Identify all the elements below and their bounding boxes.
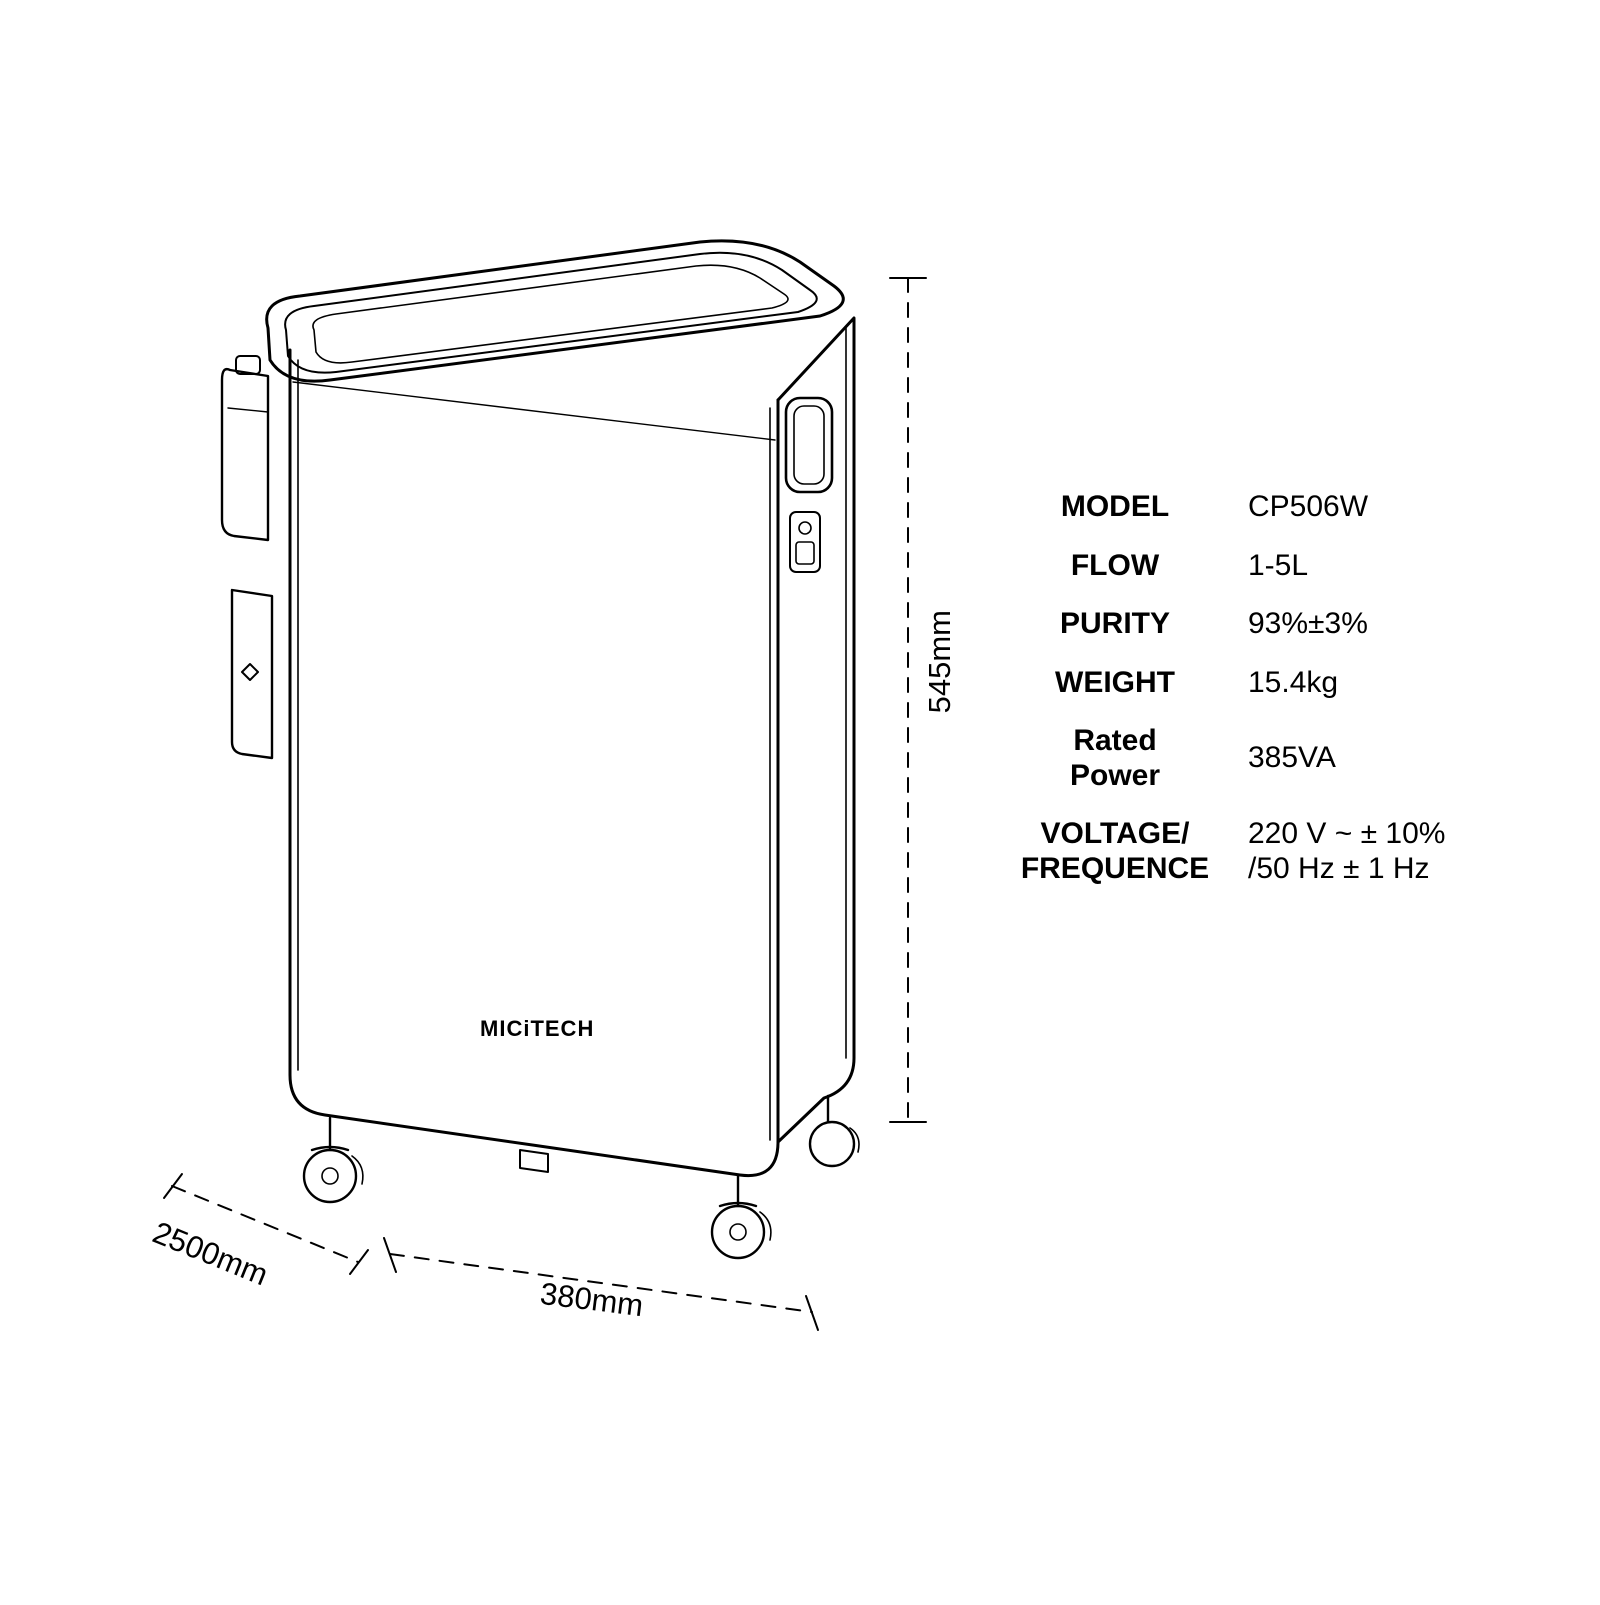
spec-row: Rated Power385VA: [1000, 724, 1560, 793]
spec-value: CP506W: [1230, 490, 1560, 525]
spec-label: FLOW: [1000, 549, 1230, 584]
dim-height-label: 545mm: [922, 610, 958, 713]
spec-row: FLOW1-5L: [1000, 549, 1560, 584]
diagram-canvas: MICiTECH 545mm 380mm 2500mm MODELCP506WF…: [0, 0, 1600, 1600]
brand-logo-text: MICiTECH: [480, 1016, 594, 1042]
spec-label: VOLTAGE/ FREQUENCE: [1000, 817, 1230, 886]
spec-value: 15.4kg: [1230, 666, 1560, 701]
spec-value: 93%±3%: [1230, 607, 1560, 642]
spec-row: WEIGHT15.4kg: [1000, 666, 1560, 701]
spec-value: 385VA: [1230, 741, 1560, 776]
spec-value: 1-5L: [1230, 549, 1560, 584]
spec-label: WEIGHT: [1000, 666, 1230, 701]
spec-row: PURITY93%±3%: [1000, 607, 1560, 642]
spec-label: Rated Power: [1000, 724, 1230, 793]
spec-table: MODELCP506WFLOW1-5LPURITY93%±3%WEIGHT15.…: [1000, 490, 1560, 910]
spec-value: 220 V ~ ± 10% /50 Hz ± 1 Hz: [1230, 817, 1560, 886]
spec-label: PURITY: [1000, 607, 1230, 642]
spec-label: MODEL: [1000, 490, 1230, 525]
spec-row: MODELCP506W: [1000, 490, 1560, 525]
spec-row: VOLTAGE/ FREQUENCE220 V ~ ± 10% /50 Hz ±…: [1000, 817, 1560, 886]
